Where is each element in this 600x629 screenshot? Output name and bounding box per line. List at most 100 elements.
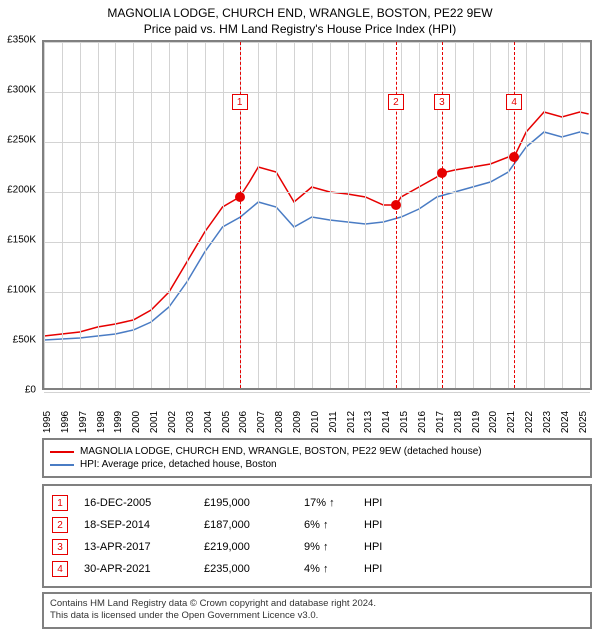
table-row: 1 16-DEC-2005£195,00017% ↑HPI [48, 492, 586, 514]
table-row: 3 13-APR-2017£219,0009% ↑HPI [48, 536, 586, 558]
gridline-v [98, 42, 99, 388]
gridline-v [562, 42, 563, 388]
gridline-v [348, 42, 349, 388]
gridline-v [312, 42, 313, 388]
x-tick-label: 2021 [506, 411, 517, 433]
legend-swatch [50, 451, 74, 453]
x-tick-label: 2000 [131, 411, 142, 433]
table-row: 218-SEP-2014£187,0006% ↑HPI [48, 514, 586, 536]
x-tick-label: 2003 [185, 411, 196, 433]
table-date: 16-DEC-2005 [84, 497, 204, 509]
gridline-v [294, 42, 295, 388]
x-tick-label: 2007 [256, 411, 267, 433]
x-tick-label: 2016 [417, 411, 428, 433]
gridline-v [383, 42, 384, 388]
y-axis-labels: £0£50K£100K£150K£200K£250K£300K£350K [0, 40, 40, 390]
table-hpi-label: HPI [364, 563, 382, 575]
legend-label: HPI: Average price, detached house, Bost… [80, 459, 277, 470]
table-idx-box: 3 [52, 539, 68, 555]
x-tick-label: 2022 [524, 411, 535, 433]
gridline-v [187, 42, 188, 388]
gridline-v [330, 42, 331, 388]
chart-title: MAGNOLIA LODGE, CHURCH END, WRANGLE, BOS… [0, 0, 600, 20]
table-idx-box: 4 [52, 561, 68, 577]
chart-subtitle: Price paid vs. HM Land Registry's House … [0, 20, 600, 40]
gridline-v [365, 42, 366, 388]
table-idx-box: 2 [52, 517, 68, 533]
marker-box-2: 2 [388, 94, 404, 110]
table-hpi-label: HPI [364, 541, 382, 553]
x-tick-label: 1995 [42, 411, 53, 433]
series-hpi [44, 132, 589, 340]
table-pct: 17% ↑ [304, 497, 364, 509]
x-tick-label: 2023 [542, 411, 553, 433]
marker-box-3: 3 [434, 94, 450, 110]
data-point-4 [509, 152, 519, 162]
x-tick-label: 2018 [453, 411, 464, 433]
x-tick-label: 2010 [310, 411, 321, 433]
x-axis-labels: 1995199619971998199920002001200220032004… [42, 390, 592, 430]
x-tick-label: 2017 [435, 411, 446, 433]
y-tick-label: £200K [7, 185, 36, 196]
gridline-v [455, 42, 456, 388]
y-tick-label: £100K [7, 285, 36, 296]
legend-item: MAGNOLIA LODGE, CHURCH END, WRANGLE, BOS… [50, 446, 584, 457]
x-tick-label: 2015 [399, 411, 410, 433]
x-tick-label: 1999 [113, 411, 124, 433]
gridline-v [258, 42, 259, 388]
table-idx-box: 1 [52, 495, 68, 511]
table-price: £219,000 [204, 541, 304, 553]
legend: MAGNOLIA LODGE, CHURCH END, WRANGLE, BOS… [42, 438, 592, 478]
x-tick-label: 2006 [238, 411, 249, 433]
x-tick-label: 2001 [149, 411, 160, 433]
legend-label: MAGNOLIA LODGE, CHURCH END, WRANGLE, BOS… [80, 446, 482, 457]
gridline-v [151, 42, 152, 388]
table-price: £195,000 [204, 497, 304, 509]
table-hpi-label: HPI [364, 519, 382, 531]
legend-item: HPI: Average price, detached house, Bost… [50, 459, 584, 470]
gridline-v [169, 42, 170, 388]
y-tick-label: £0 [25, 385, 36, 396]
gridline-v [580, 42, 581, 388]
gridline-v [80, 42, 81, 388]
x-tick-label: 2020 [488, 411, 499, 433]
gridline-v [62, 42, 63, 388]
table-date: 13-APR-2017 [84, 541, 204, 553]
x-tick-label: 2011 [328, 411, 339, 433]
y-tick-label: £250K [7, 135, 36, 146]
series-property [44, 112, 589, 336]
y-tick-label: £50K [13, 335, 36, 346]
y-tick-label: £300K [7, 85, 36, 96]
x-tick-label: 2002 [167, 411, 178, 433]
table-pct: 9% ↑ [304, 541, 364, 553]
x-tick-label: 2008 [274, 411, 285, 433]
x-tick-label: 2004 [203, 411, 214, 433]
footer-attribution: Contains HM Land Registry data © Crown c… [42, 592, 592, 629]
transactions-table: 116-DEC-2005£195,00017% ↑HPI218-SEP-2014… [42, 484, 592, 588]
gridline-v [115, 42, 116, 388]
gridline-v [133, 42, 134, 388]
y-tick-label: £350K [7, 35, 36, 46]
data-point-3 [437, 168, 447, 178]
footer-line1: Contains HM Land Registry data © Crown c… [50, 598, 584, 610]
gridline-v [490, 42, 491, 388]
x-tick-label: 2025 [578, 411, 589, 433]
table-hpi-label: HPI [364, 497, 382, 509]
gridline-v [276, 42, 277, 388]
gridline-v [526, 42, 527, 388]
x-tick-label: 1998 [96, 411, 107, 433]
x-tick-label: 2019 [471, 411, 482, 433]
data-point-1 [235, 192, 245, 202]
chart-plot-area: 1234 [42, 40, 592, 390]
x-tick-label: 2014 [381, 411, 392, 433]
x-tick-label: 1997 [78, 411, 89, 433]
x-tick-label: 2009 [292, 411, 303, 433]
x-tick-label: 2005 [221, 411, 232, 433]
x-tick-label: 2024 [560, 411, 571, 433]
footer-line2: This data is licensed under the Open Gov… [50, 610, 584, 622]
gridline-v [223, 42, 224, 388]
table-date: 18-SEP-2014 [84, 519, 204, 531]
table-price: £187,000 [204, 519, 304, 531]
y-tick-label: £150K [7, 235, 36, 246]
marker-box-4: 4 [506, 94, 522, 110]
